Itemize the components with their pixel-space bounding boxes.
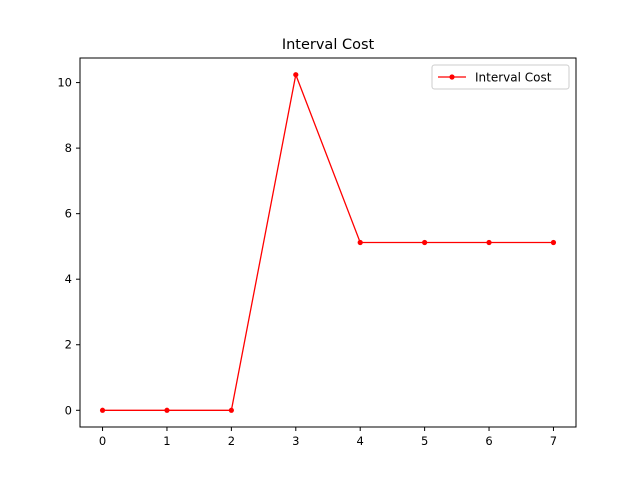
y-tick-label: 8 bbox=[65, 141, 72, 155]
x-tick-label: 1 bbox=[163, 434, 170, 448]
legend-box bbox=[431, 64, 570, 90]
data-point bbox=[486, 239, 492, 246]
chart-title: Interval Cost bbox=[282, 37, 375, 53]
data-point bbox=[164, 407, 170, 413]
y-tick-label: 2 bbox=[65, 338, 72, 352]
data-point bbox=[228, 407, 234, 413]
x-tick-label: 4 bbox=[357, 434, 364, 448]
axes-frame bbox=[79, 57, 577, 428]
axes: 0 1 2 3 4 5 6 7 0 2 4 6 8 10 bbox=[57, 57, 577, 448]
x-tick-label: 2 bbox=[228, 434, 235, 448]
y-tick-label: 10 bbox=[57, 76, 72, 90]
data-point bbox=[422, 239, 428, 246]
y-tick-label: 4 bbox=[65, 272, 72, 286]
plot-area bbox=[99, 72, 557, 413]
legend-marker bbox=[449, 74, 455, 80]
data-point bbox=[99, 407, 106, 413]
legend-label: Interval Cost bbox=[475, 71, 552, 85]
legend: Interval Cost bbox=[431, 64, 570, 90]
y-tick-label: 0 bbox=[65, 403, 72, 417]
x-tick-label: 6 bbox=[485, 434, 492, 448]
x-tick-label: 3 bbox=[292, 434, 299, 448]
series-line bbox=[102, 72, 554, 411]
data-point bbox=[357, 239, 363, 246]
data-point bbox=[550, 239, 557, 246]
y-tick-label: 6 bbox=[65, 207, 72, 221]
data-point bbox=[293, 72, 299, 78]
x-tick-label: 7 bbox=[550, 434, 557, 448]
x-tick-label: 5 bbox=[421, 434, 428, 448]
x-tick-label: 0 bbox=[99, 434, 106, 448]
